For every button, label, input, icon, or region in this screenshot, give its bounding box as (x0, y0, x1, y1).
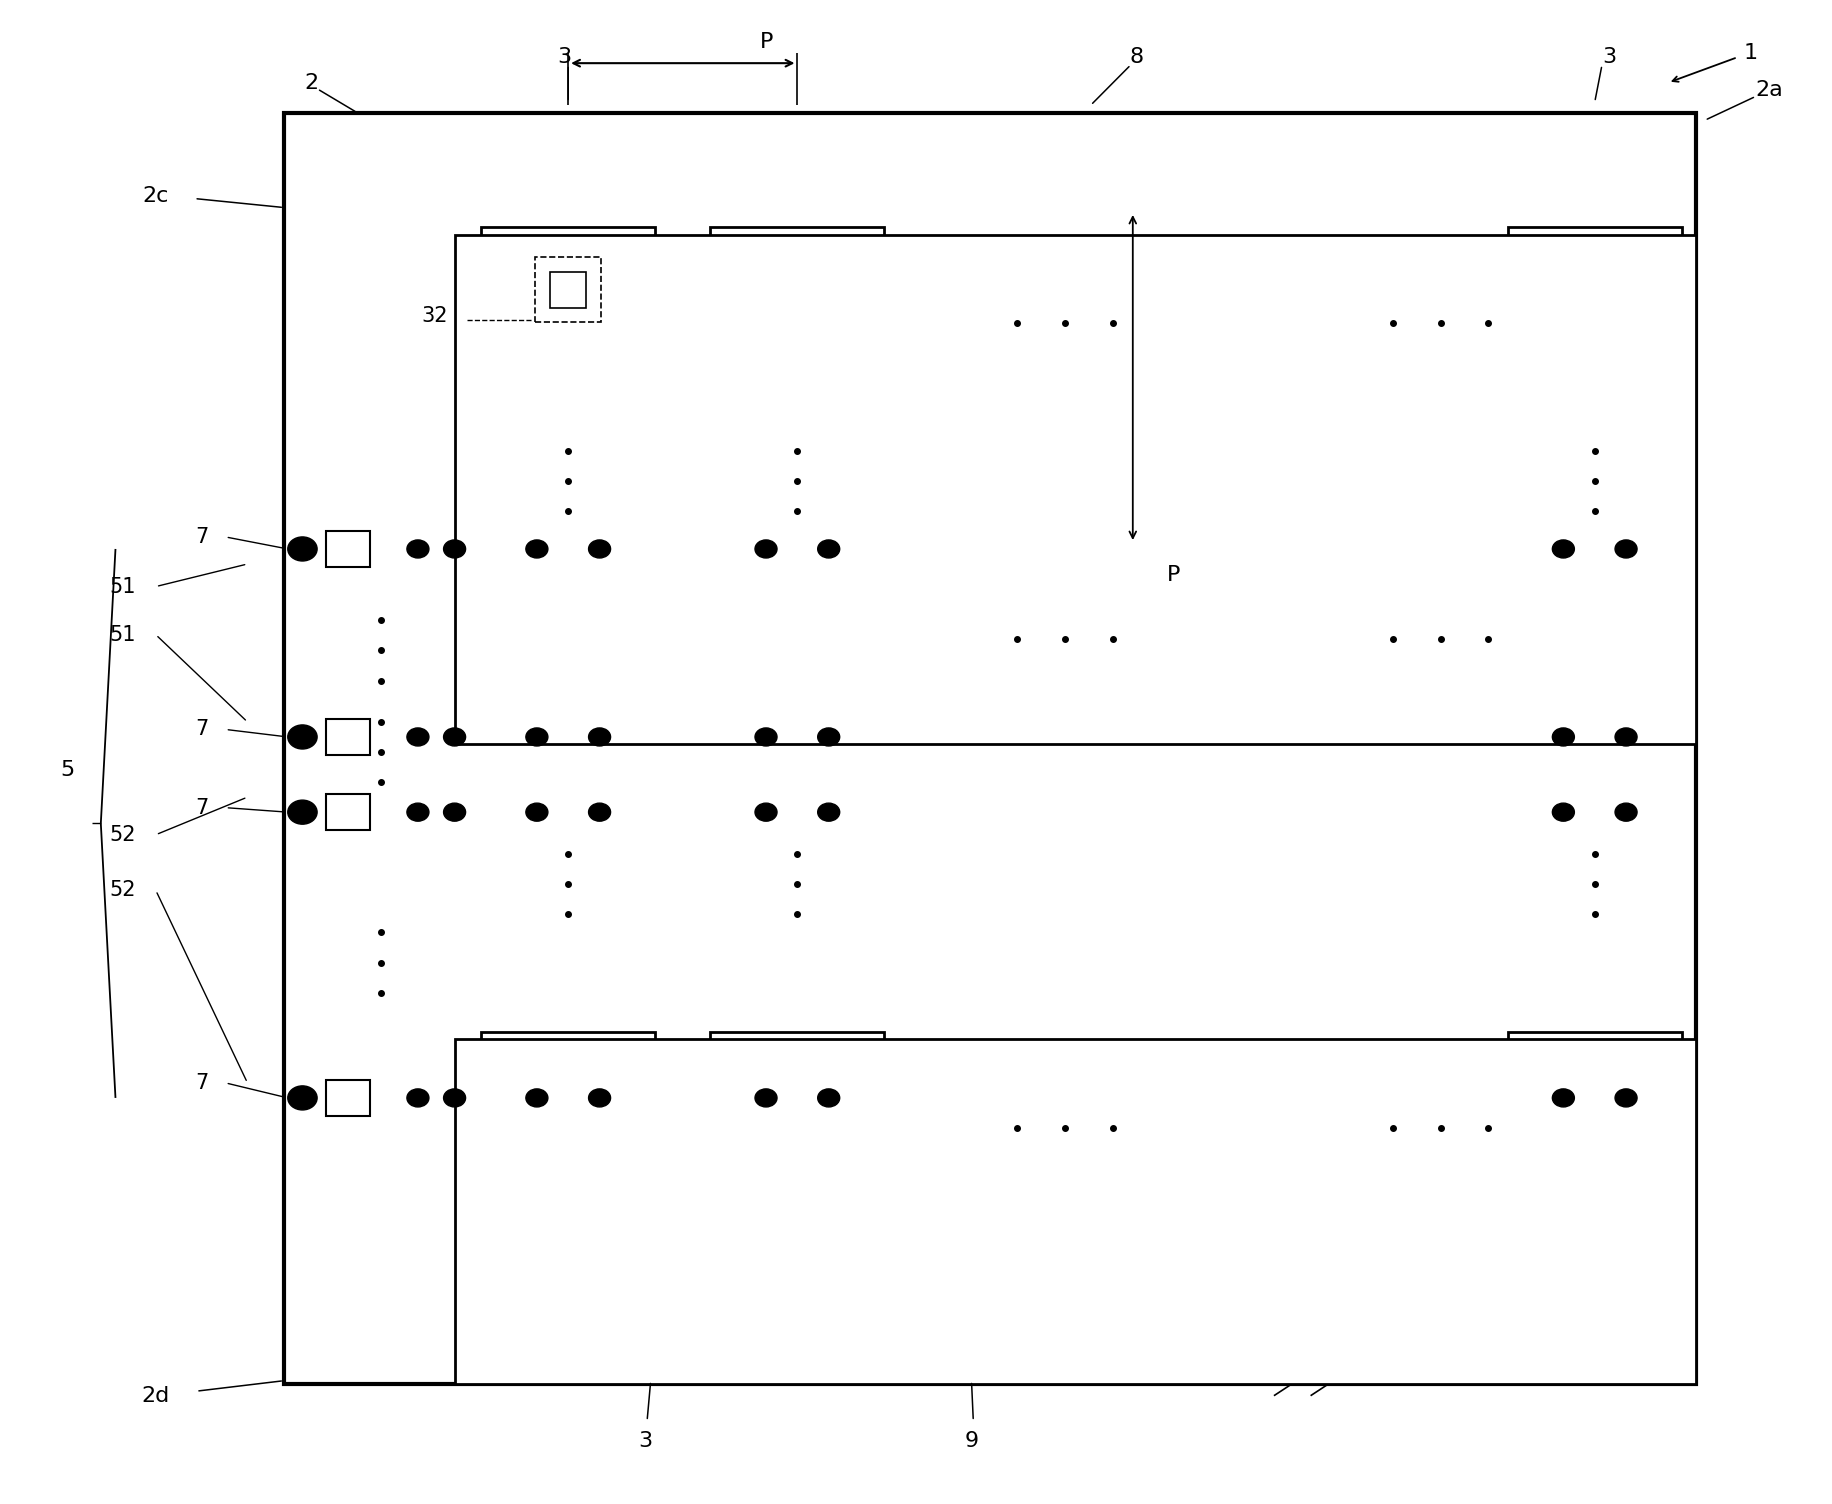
Circle shape (1614, 540, 1636, 558)
Text: 7: 7 (194, 719, 209, 740)
Text: 52: 52 (110, 824, 136, 845)
Text: 1: 1 (1742, 42, 1757, 63)
Circle shape (288, 537, 317, 561)
Bar (480, 1032, 656, 1205)
Circle shape (407, 728, 429, 746)
Bar (326, 794, 370, 830)
Circle shape (526, 803, 548, 821)
Text: 51: 51 (110, 576, 136, 597)
Bar (1506, 1032, 1682, 1205)
Bar (326, 719, 370, 755)
Circle shape (588, 540, 610, 558)
Circle shape (443, 728, 465, 746)
Circle shape (407, 540, 429, 558)
Bar (711, 543, 883, 716)
Circle shape (1552, 803, 1574, 821)
Circle shape (817, 728, 839, 746)
Circle shape (443, 540, 465, 558)
Circle shape (1552, 1089, 1574, 1107)
Circle shape (1614, 1089, 1636, 1107)
Bar (480, 543, 656, 716)
Circle shape (526, 728, 548, 746)
Text: 8: 8 (1129, 47, 1143, 68)
Circle shape (817, 803, 839, 821)
Circle shape (443, 803, 465, 821)
Bar (480, 227, 656, 400)
Circle shape (526, 540, 548, 558)
Bar (454, 1039, 1695, 1384)
Circle shape (288, 1086, 317, 1110)
Text: 2: 2 (304, 72, 319, 93)
Circle shape (1552, 540, 1574, 558)
Circle shape (755, 728, 777, 746)
Text: 5: 5 (60, 760, 75, 781)
Text: 9: 9 (964, 1430, 978, 1451)
Circle shape (1552, 728, 1574, 746)
Text: 52: 52 (110, 880, 136, 901)
Circle shape (755, 1089, 777, 1107)
Text: 3: 3 (557, 47, 572, 68)
Circle shape (817, 1089, 839, 1107)
Bar (454, 235, 1695, 744)
Circle shape (443, 1089, 465, 1107)
Text: P: P (1165, 564, 1180, 585)
Text: 51: 51 (110, 624, 136, 645)
Bar (1506, 543, 1682, 716)
Circle shape (288, 800, 317, 824)
Circle shape (288, 725, 317, 749)
Circle shape (588, 728, 610, 746)
Text: 2a: 2a (1753, 80, 1783, 101)
Circle shape (588, 1089, 610, 1107)
Text: 7: 7 (194, 797, 209, 818)
Circle shape (526, 1089, 548, 1107)
Circle shape (588, 803, 610, 821)
Circle shape (755, 803, 777, 821)
Text: 2d: 2d (141, 1385, 170, 1406)
Circle shape (407, 803, 429, 821)
Text: 32: 32 (421, 305, 447, 326)
Circle shape (1614, 803, 1636, 821)
Bar (1506, 227, 1682, 400)
Circle shape (407, 1089, 429, 1107)
Circle shape (1614, 728, 1636, 746)
Bar (711, 227, 883, 400)
Text: 2c: 2c (143, 185, 169, 206)
Text: 7: 7 (194, 1072, 209, 1093)
Text: P: P (758, 32, 773, 53)
Bar (326, 1080, 370, 1116)
Text: 3: 3 (638, 1430, 652, 1451)
Bar (326, 531, 370, 567)
Bar (711, 1032, 883, 1205)
Text: 3: 3 (1601, 47, 1616, 68)
Bar (550, 272, 586, 308)
Bar (535, 257, 601, 322)
Text: 7: 7 (194, 526, 209, 547)
Circle shape (817, 540, 839, 558)
Bar (284, 113, 1695, 1384)
Circle shape (755, 540, 777, 558)
